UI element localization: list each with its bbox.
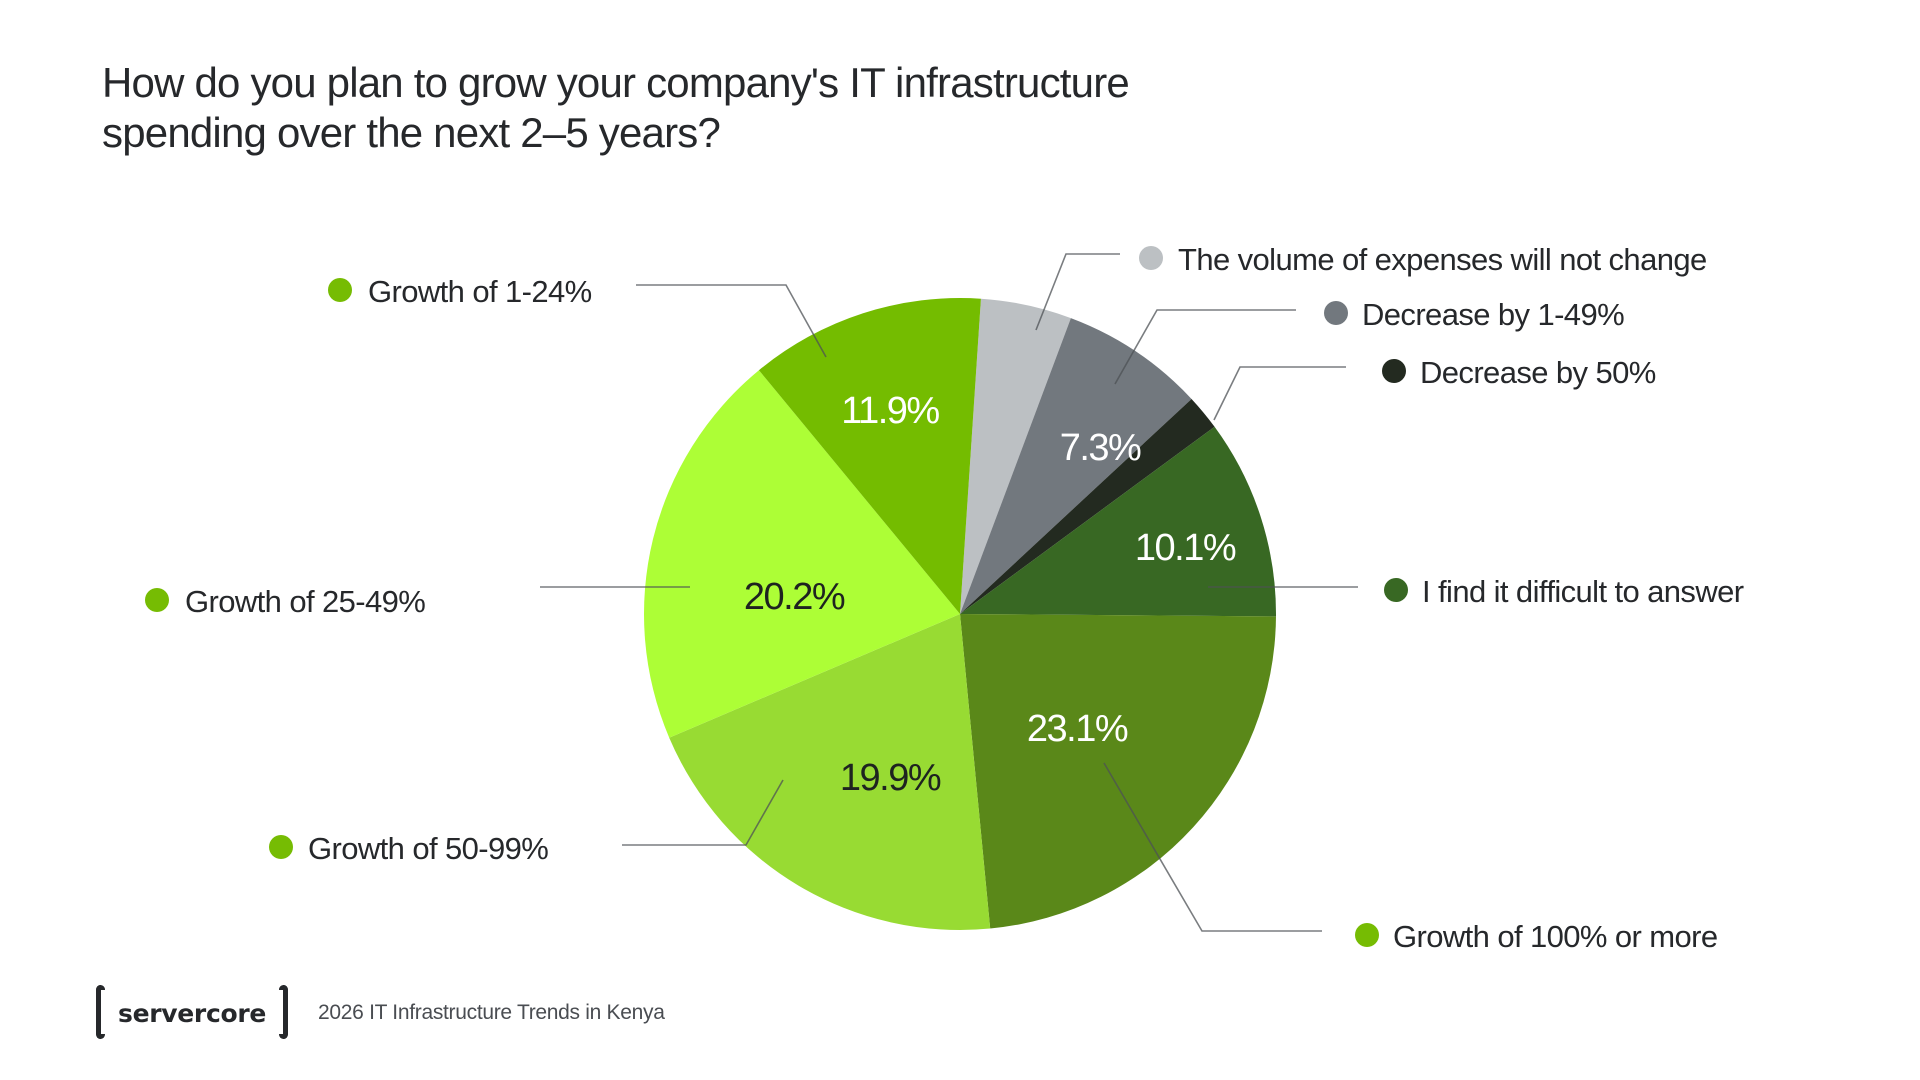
pie-slices <box>644 297 1276 930</box>
leader-line-growth-1-24 <box>636 284 827 358</box>
value-label-growth-25-49: 20.2% <box>744 576 845 618</box>
servercore-logo: servercore <box>96 983 289 1043</box>
legend-dot-difficult <box>1384 578 1408 602</box>
logo-right-bracket-icon <box>279 985 289 1039</box>
chart-title-line-1: How do you plan to grow your company's I… <box>102 59 1130 106</box>
leader-line-decrease-1-49 <box>1114 309 1296 385</box>
value-label-decrease-1-49: 7.3% <box>1060 427 1141 469</box>
legend-dot-growth-1-24 <box>328 278 352 302</box>
legend-dot-decrease-1-49 <box>1324 301 1348 325</box>
legend-label-decrease-1-49: Decrease by 1-49% <box>1362 297 1624 332</box>
pie-slice-growth-1-24 <box>758 297 981 614</box>
legend-dot-decrease-50 <box>1382 359 1406 383</box>
chart-title-line-2: spending over the next 2–5 years? <box>102 109 721 156</box>
value-label-growth-100: 23.1% <box>1027 708 1128 750</box>
leader-lines <box>540 253 1358 932</box>
legend-dot-growth-100 <box>1355 923 1379 947</box>
chart-title: How do you plan to grow your company's I… <box>102 58 1130 158</box>
pie-slice-difficult <box>960 426 1276 617</box>
legend-label-decrease-50: Decrease by 50% <box>1420 355 1656 390</box>
value-labels: 7.3% 10.1% 23.1% 19.9% 20.2% 11.9% <box>744 390 1237 799</box>
legend-dot-growth-25-49 <box>145 588 169 612</box>
value-label-growth-50-99: 19.9% <box>840 757 941 799</box>
pie-slice-growth-100 <box>960 614 1276 929</box>
value-label-difficult: 10.1% <box>1135 527 1236 569</box>
logo-left-bracket-icon <box>96 985 105 1039</box>
pie-slice-no-change <box>960 298 1071 614</box>
leader-line-decrease-50 <box>1213 366 1346 421</box>
logo-wordmark: servercore <box>118 998 267 1028</box>
pie-slice-decrease-50 <box>960 398 1215 614</box>
footer: servercore 2026 IT Infrastructure Trends… <box>96 983 665 1043</box>
legend-label-difficult: I find it difficult to answer <box>1422 574 1744 609</box>
legend-dot-no-change <box>1139 246 1163 270</box>
legend: The volume of expenses will not change De… <box>145 242 1744 954</box>
pie-slice-growth-25-49 <box>644 370 960 738</box>
leader-line-growth-50-99 <box>622 779 784 846</box>
legend-label-no-change: The volume of expenses will not change <box>1178 242 1707 277</box>
legend-label-growth-100: Growth of 100% or more <box>1393 919 1718 954</box>
pie-slice-decrease-1-49 <box>960 318 1192 614</box>
value-label-growth-1-24: 11.9% <box>841 390 939 432</box>
leader-line-growth-100 <box>1103 762 1322 932</box>
leader-line-no-change <box>1035 253 1120 331</box>
legend-label-growth-50-99: Growth of 50-99% <box>308 831 548 866</box>
legend-dot-growth-50-99 <box>269 835 293 859</box>
report-title: 2026 IT Infrastructure Trends in Kenya <box>318 1001 665 1024</box>
legend-label-growth-1-24: Growth of 1-24% <box>368 274 592 309</box>
pie-slice-growth-50-99 <box>669 614 991 930</box>
legend-label-growth-25-49: Growth of 25-49% <box>185 584 425 619</box>
